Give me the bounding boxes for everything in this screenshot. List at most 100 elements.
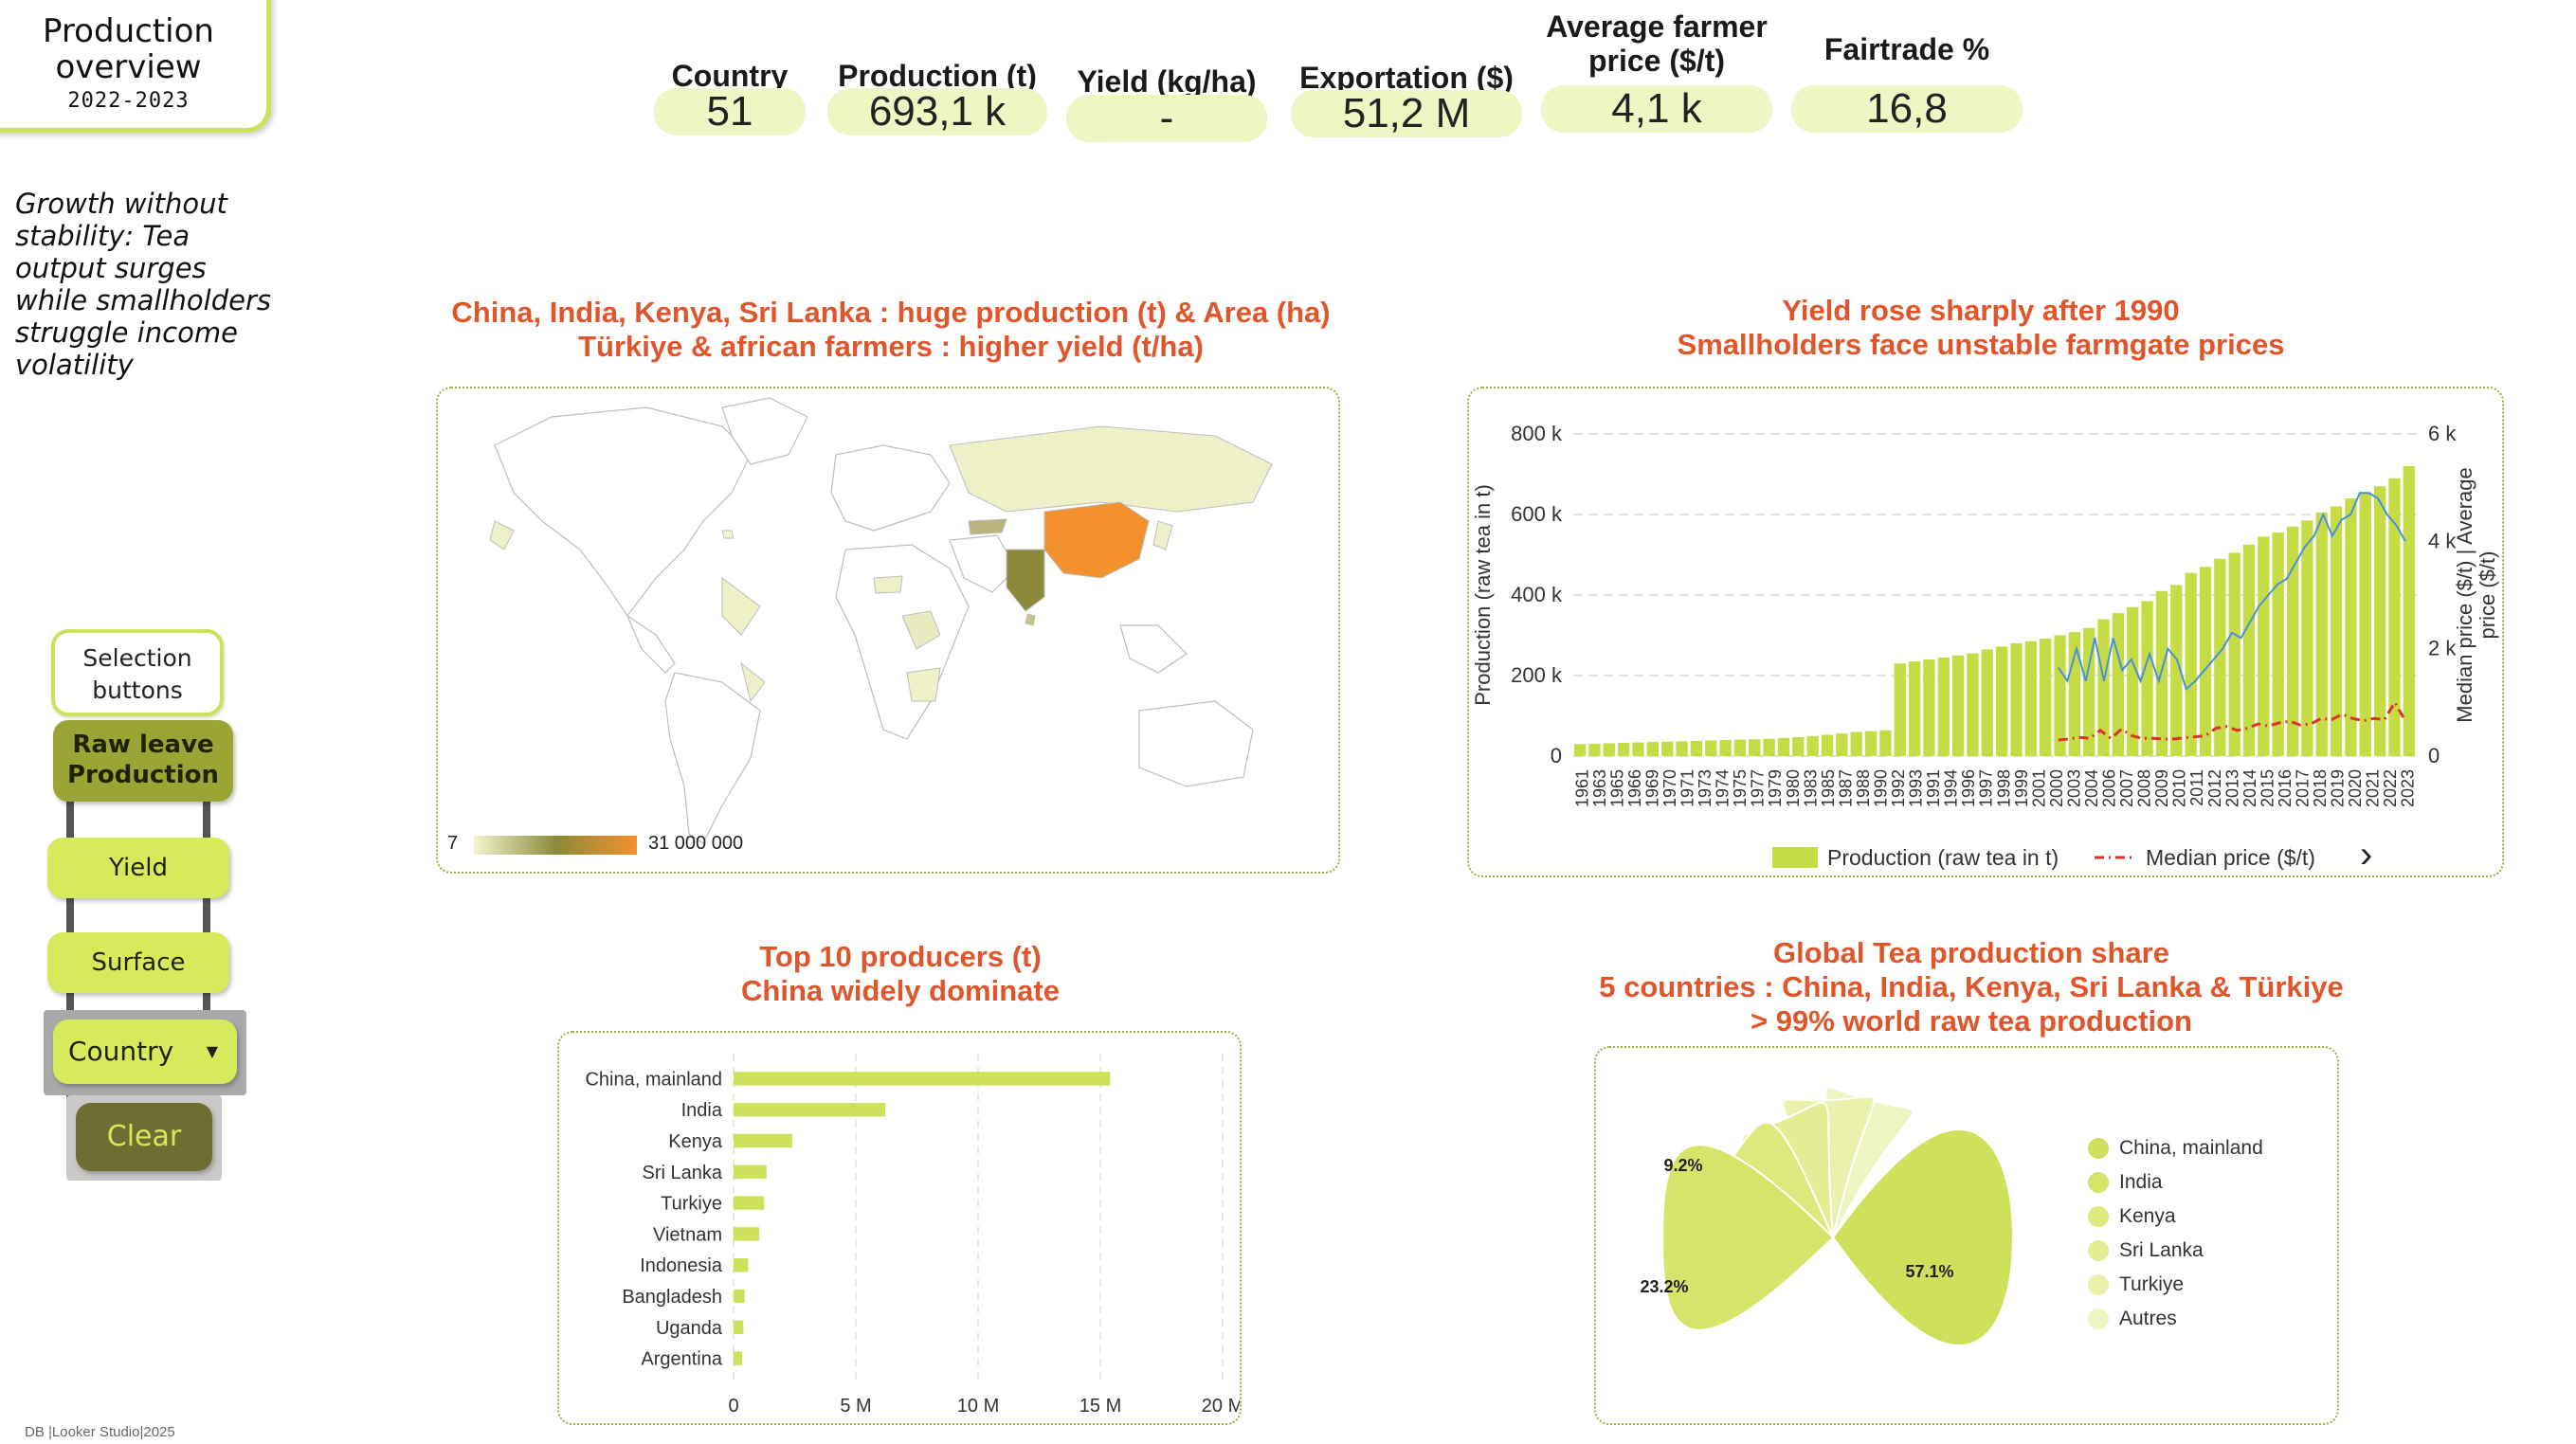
- bar: [1792, 737, 1805, 756]
- country-dropdown[interactable]: Country ▼: [53, 1020, 237, 1084]
- kpi-value: 4,1 k: [1541, 85, 1772, 133]
- australia-shape: [1138, 700, 1254, 787]
- chevron-right-icon[interactable]: ›: [2360, 834, 2372, 875]
- bar: [1850, 731, 1862, 756]
- africa-shape: [835, 544, 970, 740]
- x-tick-label: 2014: [2240, 769, 2259, 807]
- legend-swatch: [2088, 1138, 2109, 1159]
- bar: [734, 1102, 885, 1117]
- bar: [734, 1351, 743, 1365]
- top10-panel: 0 5 M 10 M 15 M 20 M China, mainland India Keny…: [557, 1031, 1243, 1425]
- category-label: Vietnam: [653, 1224, 722, 1245]
- x-tick-label: 2016: [2276, 769, 2295, 807]
- x-tick-label: 1965: [1607, 769, 1626, 807]
- y-tick-right: 4 k: [2428, 529, 2457, 552]
- average-price-line: [2057, 492, 2406, 691]
- kpi-fairtrade: Fairtrade % 16,8: [1791, 28, 2023, 133]
- kpi-value: -: [1066, 95, 1267, 142]
- x-tick-label: 2012: [2205, 769, 2224, 807]
- category-label: Bangladesh: [622, 1287, 722, 1308]
- south-america-shape: [664, 672, 761, 844]
- category-label: Indonesia: [640, 1255, 723, 1276]
- greenland-shape: [721, 397, 808, 465]
- bar: [1937, 657, 1950, 756]
- kpi-label: Average farmer: [1546, 9, 1768, 44]
- pie-title-line3: > 99% world raw tea production: [1751, 1004, 2192, 1038]
- bar: [2228, 552, 2240, 756]
- selection-buttons-label: Selection buttons: [51, 629, 224, 716]
- x-tick-label: 5 M: [840, 1396, 871, 1417]
- left-axis-title: Production (raw tea in t): [1471, 484, 1495, 706]
- map-title-line2: Türkiye & african farmers : higher yield…: [578, 330, 1204, 363]
- x-tick-label: 2004: [2082, 769, 2101, 807]
- bar: [1690, 740, 1703, 756]
- surface-button[interactable]: Surface: [47, 932, 229, 993]
- map-legend-min: 7: [447, 833, 458, 854]
- bar: [1705, 740, 1717, 756]
- map-legend-gradient: [474, 836, 637, 855]
- bar: [2258, 536, 2270, 756]
- x-tick-label: 1992: [1889, 769, 1908, 807]
- legend-label: Autres: [2119, 1308, 2177, 1329]
- category-label: Sri Lanka: [643, 1163, 723, 1183]
- yield-button[interactable]: Yield: [47, 838, 229, 898]
- map-title: China, India, Kenya, Sri Lanka : huge pr…: [417, 296, 1365, 364]
- bar: [1967, 653, 1979, 756]
- combo-chart: 0 200 k 400 k 600 k 800 k 0 2 k 4 k 6 k Productio…: [1471, 422, 2499, 875]
- clear-button[interactable]: Clear: [76, 1103, 212, 1171]
- bar: [2083, 627, 2095, 756]
- bar: [1777, 737, 1790, 756]
- bar: [2301, 520, 2313, 756]
- central-america-shape: [626, 614, 676, 674]
- russia-shape: [949, 425, 1273, 513]
- x-tick-label: 1990: [1871, 769, 1890, 807]
- page-title-line1: Production: [43, 12, 214, 50]
- bar: [1749, 739, 1761, 756]
- world-map[interactable]: 7 31 000 000: [438, 388, 1338, 872]
- legend-swatch: [2088, 1172, 2109, 1193]
- combo-title-line1: Yield rose sharply after 1990: [1782, 294, 2180, 327]
- kpi-value: 693,1 k: [827, 88, 1047, 135]
- pie-title-line2: 5 countries : China, India, Kenya, Sri L…: [1599, 970, 2344, 1003]
- legend-swatch: [2088, 1240, 2109, 1261]
- x-tick-label: 2001: [2029, 769, 2048, 807]
- combo-panel: 0 200 k 400 k 600 k 800 k 0 2 k 4 k 6 k Productio…: [1467, 387, 2504, 877]
- bar: [734, 1196, 765, 1210]
- footer: DB |Looker Studio|2025: [25, 1424, 175, 1440]
- x-tick-label: 2010: [2170, 769, 2189, 807]
- east-africa-shape: [873, 575, 903, 594]
- bar: [734, 1320, 744, 1335]
- kpi-value: 51,2 M: [1291, 90, 1522, 137]
- category-label: Turkiye: [661, 1194, 722, 1215]
- bar: [1574, 744, 1587, 756]
- bar: [2242, 544, 2256, 756]
- kpi-label: Country: [671, 59, 789, 93]
- bar: [2373, 486, 2386, 756]
- x-tick-label: 2013: [2222, 769, 2241, 807]
- top10-title: Top 10 producers (t) China widely domina…: [616, 940, 1185, 1008]
- kpi-label: Yield (kg/ha): [1077, 64, 1257, 99]
- kpi-farmer-price: Average farmer price ($/t) 4,1 k: [1541, 9, 1772, 133]
- x-tick-label: 1988: [1854, 769, 1873, 807]
- x-tick-label: 2003: [2064, 769, 2083, 807]
- x-tick-label: 2015: [2258, 769, 2277, 807]
- x-tick-label: 10 M: [957, 1396, 999, 1417]
- y-tick-left: 600 k: [1511, 502, 1563, 526]
- bar: [1821, 734, 1834, 756]
- bar: [1996, 646, 2008, 756]
- bar: [2214, 558, 2226, 756]
- x-tick-label: 2000: [2047, 769, 2066, 807]
- raw-leave-production-button[interactable]: Raw leave Production: [53, 720, 233, 802]
- bar: [2286, 526, 2299, 756]
- bar: [1618, 742, 1630, 756]
- combo-title-line2: Smallholders face unstable farmgate pric…: [1677, 328, 2285, 361]
- y-tick-right: 2 k: [2428, 637, 2457, 660]
- kpi-label: Production (t): [838, 59, 1037, 93]
- x-tick-label: 1997: [1977, 769, 1996, 807]
- bar: [2054, 635, 2066, 756]
- title-box: Production overview 2022-2023: [0, 0, 271, 133]
- selection-label-line2: buttons: [92, 677, 183, 704]
- x-tick-label: 2017: [2293, 769, 2312, 807]
- x-tick-label: 2019: [2329, 769, 2348, 807]
- alaska-shape: [489, 520, 515, 551]
